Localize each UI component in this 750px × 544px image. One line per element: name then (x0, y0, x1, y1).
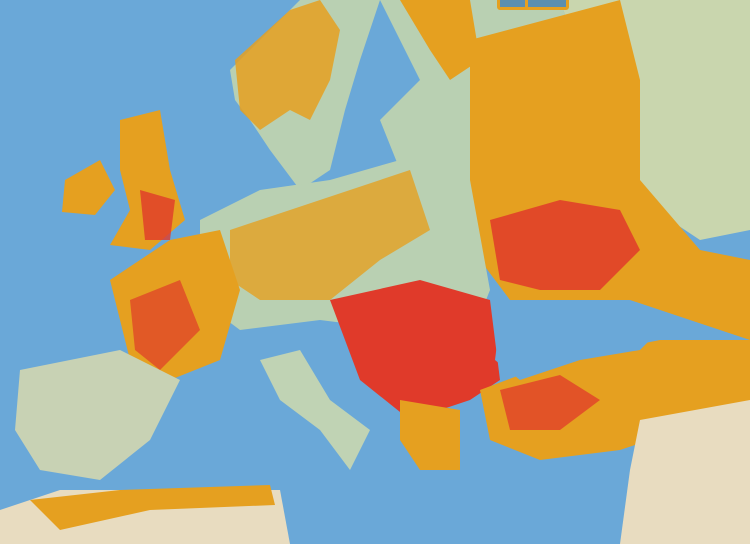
land-ireland (62, 160, 115, 215)
region-france-red (130, 280, 200, 370)
region-turkey-red (500, 375, 600, 430)
land-italy (260, 350, 370, 470)
region-ukraine-red (490, 200, 640, 290)
land-iberia (15, 350, 180, 480)
land-middle-east (620, 400, 750, 544)
region-finland-orange (400, 0, 480, 80)
region-scandinavia-orange (235, 0, 340, 130)
region-britain-red (140, 190, 175, 240)
region-central-orange (230, 170, 430, 300)
region-balkans-red (330, 280, 500, 420)
region-north-africa-orange (30, 485, 275, 530)
black-sea (495, 300, 660, 380)
region-greece-orange (400, 400, 460, 470)
map-control-button[interactable] (525, 0, 569, 10)
